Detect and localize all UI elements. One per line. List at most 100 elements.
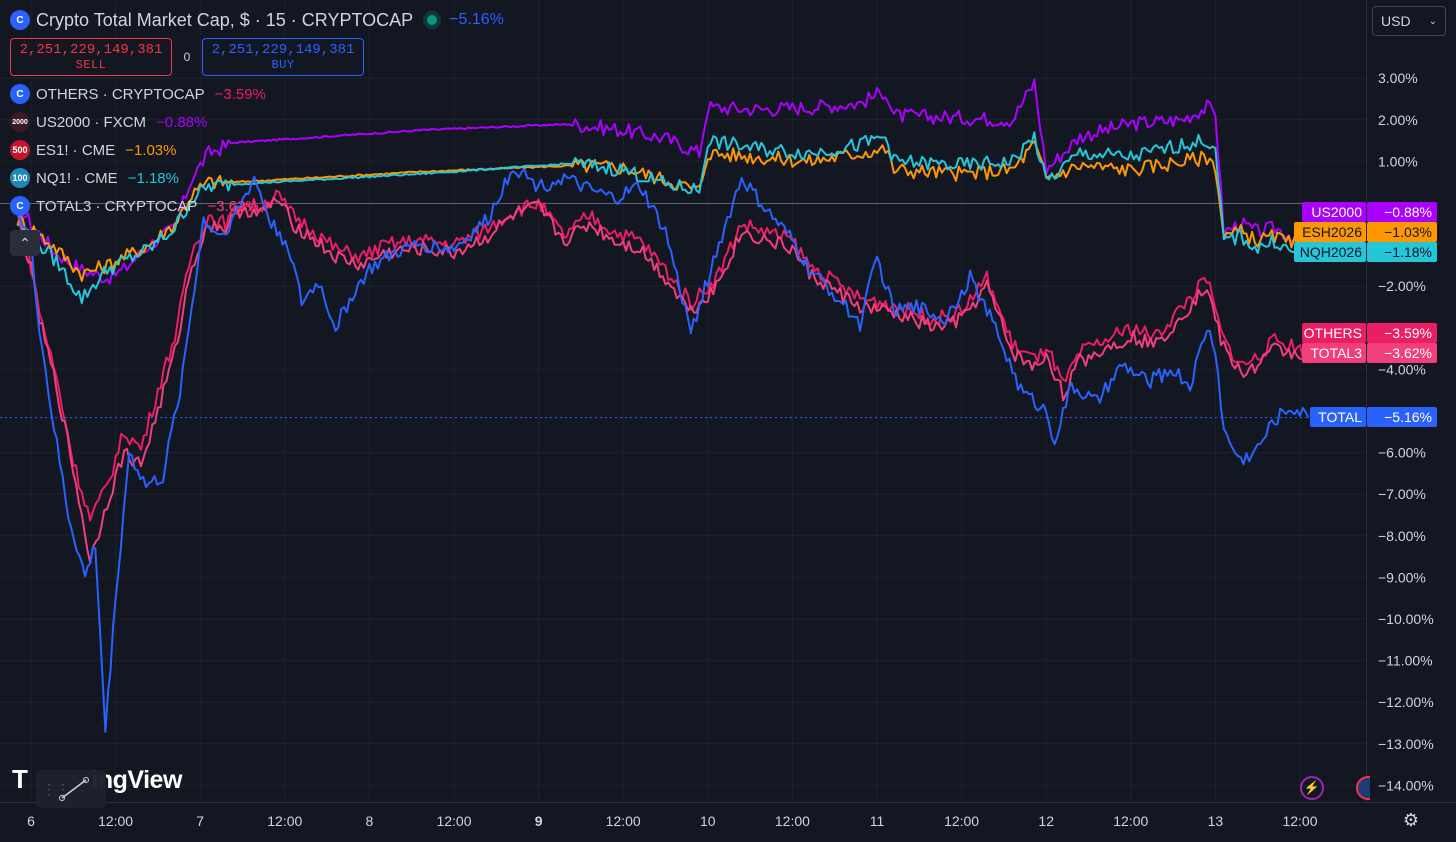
legend-label: OTHERS · CRYPTOCAP xyxy=(36,85,205,103)
y-tick-label: −8.00% xyxy=(1378,528,1426,544)
x-axis[interactable]: 6 12:00 7 12:00 8 12:00 9 12:00 10 12:00 11 12:00 12… xyxy=(27,813,1318,829)
x-tick-label: 13 xyxy=(1208,813,1224,829)
x-tick-label: 12:00 xyxy=(1113,813,1148,829)
collapse-legend-button[interactable]: ⌃ xyxy=(10,230,40,256)
x-tick-label: 10 xyxy=(700,813,716,829)
drawing-toolbar[interactable]: ⋮⋮ xyxy=(36,770,106,808)
y-tick-label: −2.00% xyxy=(1378,278,1426,294)
x-tick-label: 12:00 xyxy=(775,813,810,829)
series-value-text: −5.16% xyxy=(1384,409,1432,425)
y-tick-label: −14.00% xyxy=(1378,777,1434,793)
y-tick-label: 3.00% xyxy=(1378,70,1418,86)
legend-change: −1.03% xyxy=(125,141,177,159)
series-value-tag xyxy=(1367,222,1437,242)
currency-select[interactable]: USD ⌄ xyxy=(1372,6,1446,36)
price-label-esh2026: ESH2026 −1.03% xyxy=(1294,222,1437,242)
currency-value: USD xyxy=(1381,13,1411,29)
tv-mark-icon: T xyxy=(12,764,28,794)
trend-line-icon[interactable] xyxy=(56,774,96,804)
y-tick-label: −7.00% xyxy=(1378,486,1426,502)
x-tick-label: 12:00 xyxy=(606,813,641,829)
price-label-nqh2026: NQH2026 −1.18% xyxy=(1294,242,1437,262)
legend-label: NQ1! · CME xyxy=(36,169,118,187)
x-tick-label: 12:00 xyxy=(267,813,302,829)
x-tick-label: 12:00 xyxy=(1282,813,1317,829)
series-name-text: OTHERS xyxy=(1304,325,1362,341)
buy-button[interactable]: 2,251,229,149,381 BUY xyxy=(202,38,364,76)
series-layer xyxy=(0,78,1366,733)
series-value-tag xyxy=(1367,242,1437,262)
legend-label: US2000 · FXCM xyxy=(36,113,147,131)
buy-price: 2,251,229,149,381 xyxy=(211,42,355,58)
series-line-others[interactable] xyxy=(16,189,1310,522)
price-label-total3: TOTAL3 −3.62% xyxy=(1302,343,1437,363)
series-line-us2000[interactable] xyxy=(16,78,1310,285)
series-value-tag xyxy=(1367,407,1437,427)
legend: Crypto Total Market Cap, $ · 15 · CRYPTO… xyxy=(10,8,504,220)
sell-button[interactable]: 2,251,229,149,381 SELL xyxy=(10,38,172,76)
nq-icon: 100 xyxy=(10,168,30,188)
drag-handle-icon[interactable]: ⋮⋮ xyxy=(42,781,70,797)
legend-change: −3.59% xyxy=(214,85,266,103)
legend-item-nq1[interactable]: 100 NQ1! · CME −1.18% xyxy=(10,164,504,192)
main-change: −5.16% xyxy=(449,11,504,28)
series-name-tag xyxy=(1302,323,1366,343)
y-axis[interactable]: 3.00% 2.00% 1.00% −2.00% −4.00% −6.00% −7.00% −… xyxy=(1378,70,1434,793)
legend-item-others[interactable]: OTHERS · CRYPTOCAP −3.59% xyxy=(10,80,504,108)
series-line-total[interactable] xyxy=(17,168,1310,733)
us-flag-icon[interactable] xyxy=(1356,776,1370,800)
series-name-tag xyxy=(1294,242,1366,262)
x-tick-label: 12:00 xyxy=(944,813,979,829)
series-name-text: ESH2026 xyxy=(1302,224,1362,240)
crypto-icon xyxy=(10,10,30,30)
series-value-text: −1.03% xyxy=(1384,224,1432,240)
series-name-tag xyxy=(1302,202,1366,222)
market-status-dot xyxy=(427,15,438,25)
x-tick-label: 8 xyxy=(366,813,374,829)
legend-change: −1.18% xyxy=(127,169,179,187)
x-tick-label: 12:00 xyxy=(436,813,471,829)
series-value-tag xyxy=(1367,343,1437,363)
y-tick-label: −4.00% xyxy=(1378,361,1426,377)
legend-item-us2000[interactable]: 2000 US2000 · FXCM −0.88% xyxy=(10,108,504,136)
series-line-nqh2026[interactable] xyxy=(16,131,1310,305)
y-tick-label: −12.00% xyxy=(1378,694,1434,710)
y-tick-label: −9.00% xyxy=(1378,569,1426,585)
price-label-others: OTHERS −3.59% xyxy=(1302,323,1437,343)
x-tick-label: 7 xyxy=(196,813,204,829)
y-tick-label: −10.00% xyxy=(1378,611,1434,627)
series-line-total3[interactable] xyxy=(16,196,1310,564)
series-value-tag xyxy=(1367,323,1437,343)
trade-buttons: 2,251,229,149,381 SELL 0 2,251,229,149,3… xyxy=(10,38,504,76)
series-name-tag xyxy=(1302,343,1366,363)
x-tick-label: 12:00 xyxy=(98,813,133,829)
x-tick-label: 11 xyxy=(870,813,885,829)
spread-value: 0 xyxy=(183,50,191,64)
y-tick-label: −11.00% xyxy=(1378,653,1433,669)
legend-item-total3[interactable]: TOTAL3 · CRYPTOCAP −3.62% xyxy=(10,192,504,220)
sell-price: 2,251,229,149,381 xyxy=(19,42,163,58)
series-name-text: US2000 xyxy=(1311,204,1362,220)
y-tick-label: −13.00% xyxy=(1378,736,1434,752)
series-value-text: −3.59% xyxy=(1384,325,1432,341)
y-tick-label: 1.00% xyxy=(1378,153,1418,169)
series-value-text: −1.18% xyxy=(1384,244,1432,260)
crypto-icon xyxy=(10,84,30,104)
lightning-icon[interactable]: ⚡ xyxy=(1300,776,1324,800)
chevron-up-icon: ⌃ xyxy=(19,234,31,251)
sell-label: SELL xyxy=(75,58,107,72)
settings-icon[interactable]: ⚙ xyxy=(1402,809,1420,830)
series-value-text: −0.88% xyxy=(1384,204,1432,220)
y-tick-label: −6.00% xyxy=(1378,445,1426,461)
y-tick-label: 2.00% xyxy=(1378,112,1418,128)
series-value-tag xyxy=(1367,202,1437,222)
x-tick-label: 6 xyxy=(27,813,35,829)
price-label-us2000: US2000 −0.88% xyxy=(1302,202,1437,222)
legend-item-es1[interactable]: 500 ES1! · CME −1.03% xyxy=(10,136,504,164)
series-name-text: TOTAL xyxy=(1318,409,1362,425)
main-symbol-row[interactable]: Crypto Total Market Cap, $ · 15 · CRYPTO… xyxy=(10,8,504,32)
buy-label: BUY xyxy=(271,58,295,72)
series-value-text: −3.62% xyxy=(1384,345,1432,361)
